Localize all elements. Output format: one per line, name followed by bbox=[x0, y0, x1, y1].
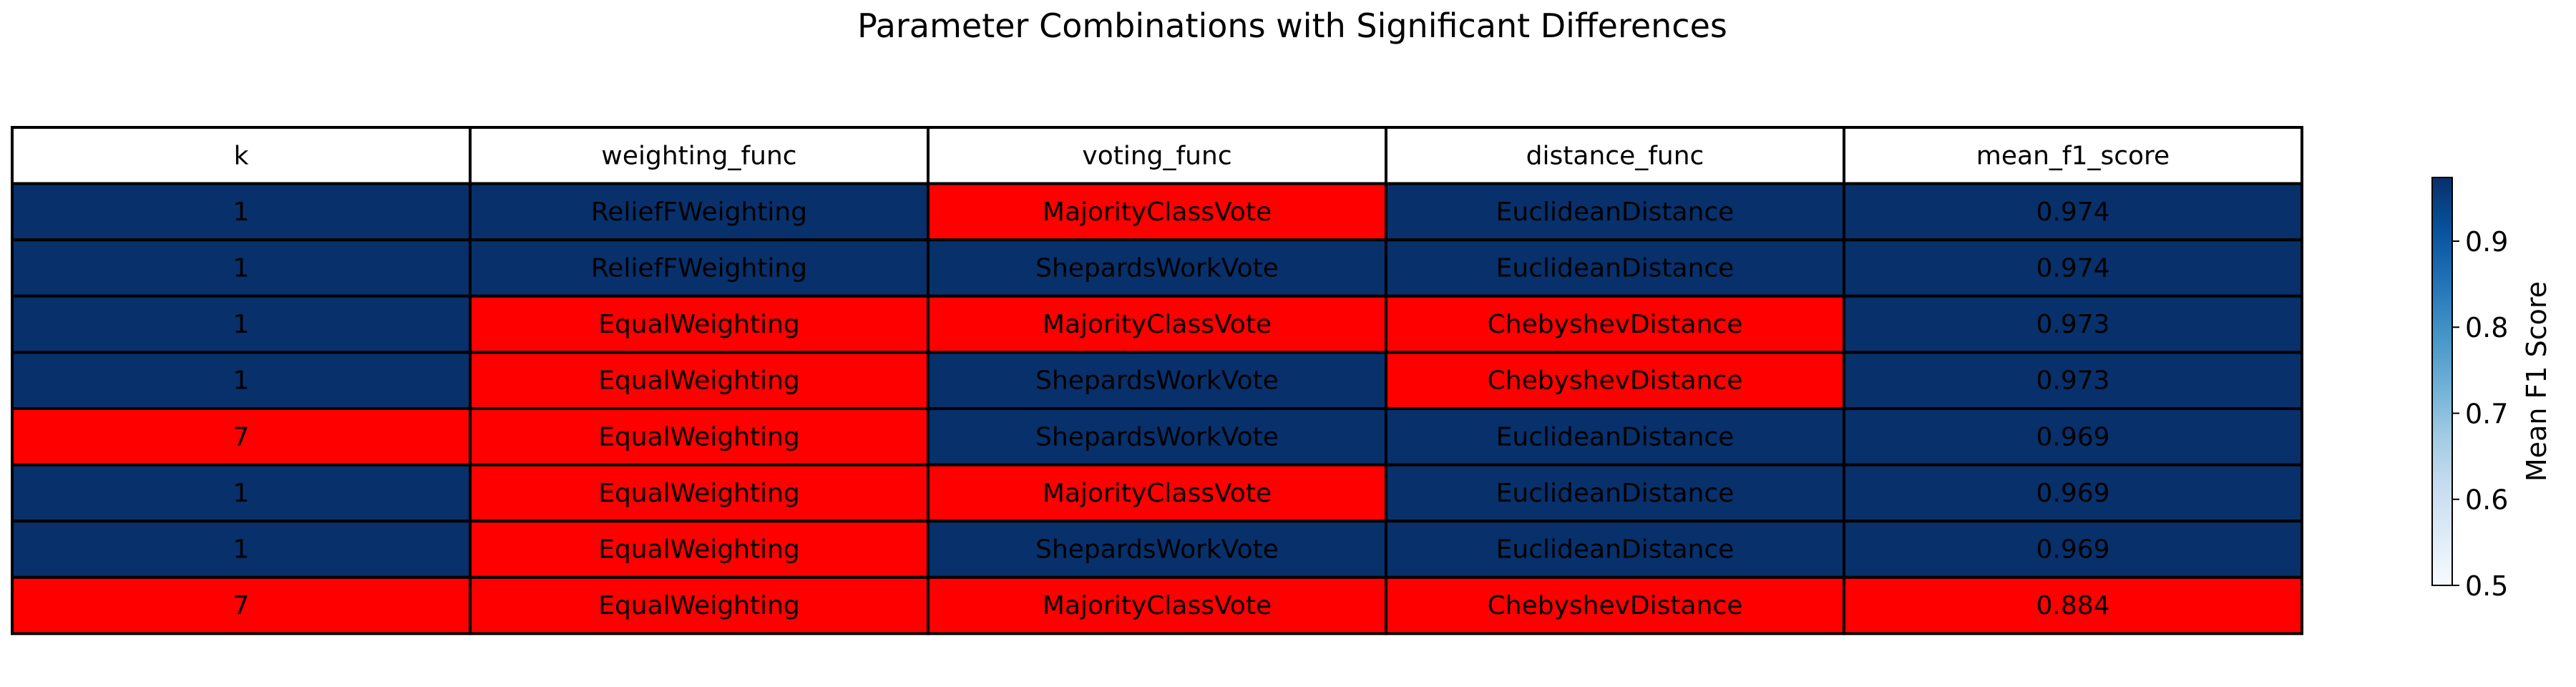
cell-text-voting-func: MajorityClassVote bbox=[1043, 310, 1272, 339]
cell-text-distance-func: EuclideanDistance bbox=[1496, 422, 1735, 452]
column-header-weighting-func: weighting_func bbox=[601, 141, 796, 170]
colorbar-tick-label: 0.9 bbox=[2465, 226, 2508, 258]
table-cell bbox=[1843, 182, 2303, 242]
header-cell bbox=[469, 126, 930, 185]
cell-text-distance-func: EuclideanDistance bbox=[1496, 254, 1735, 283]
data-table: k weighting_func voting_func distance_func m… bbox=[11, 126, 2303, 635]
table-cell-highlighted bbox=[11, 575, 472, 635]
table-row: 1 ReliefFWeighting MajorityClassVote Euclid… bbox=[11, 182, 2303, 242]
cell-text-weighting-func: EqualWeighting bbox=[598, 366, 800, 396]
cell-text-weighting-func: EqualWeighting bbox=[598, 535, 800, 565]
cell-text-mean-f1-score: 0.974 bbox=[2036, 198, 2109, 227]
table-cell bbox=[927, 351, 1387, 410]
cell-text-k: 1 bbox=[233, 198, 250, 227]
cell-text-voting-func: ShepardsWorkVote bbox=[1035, 254, 1279, 283]
table-cell-highlighted bbox=[927, 294, 1387, 354]
table-cell bbox=[11, 294, 472, 354]
column-header-voting-func: voting_func bbox=[1082, 141, 1231, 170]
colorbar: 0.5 0.6 0.7 0.8 0.9 Mean F1 Score bbox=[2431, 177, 2552, 602]
colorbar-tick-label: 0.7 bbox=[2465, 398, 2508, 429]
cell-text-distance-func: EuclideanDistance bbox=[1496, 479, 1735, 508]
table-cell bbox=[11, 182, 472, 242]
column-header-k: k bbox=[234, 141, 249, 170]
table-cell-highlighted bbox=[1385, 294, 1845, 354]
table-cell bbox=[927, 407, 1387, 467]
table-cell bbox=[1385, 238, 1845, 298]
cell-text-weighting-func: ReliefFWeighting bbox=[591, 198, 807, 227]
table-cell-highlighted bbox=[469, 351, 930, 410]
cell-text-mean-f1-score: 0.969 bbox=[2036, 535, 2109, 565]
cell-text-voting-func: ShepardsWorkVote bbox=[1035, 366, 1279, 396]
cell-text-mean-f1-score: 0.969 bbox=[2036, 422, 2109, 452]
cell-text-k: 1 bbox=[233, 254, 250, 283]
table-row: 7 EqualWeighting MajorityClassVote Chebyshe… bbox=[11, 575, 2303, 635]
table-cell bbox=[1385, 407, 1845, 467]
cell-text-k: 7 bbox=[233, 422, 250, 452]
table-cell-highlighted bbox=[927, 182, 1387, 242]
column-header-mean-f1-score: mean_f1_score bbox=[1976, 141, 2170, 170]
colorbar-tick-label: 0.6 bbox=[2465, 484, 2508, 516]
colorbar-tick-label: 0.5 bbox=[2465, 570, 2508, 602]
table-cell-highlighted bbox=[469, 294, 930, 354]
cell-text-weighting-func: EqualWeighting bbox=[598, 479, 800, 508]
cell-text-mean-f1-score: 0.974 bbox=[2036, 254, 2109, 283]
table-cell bbox=[1843, 294, 2303, 354]
table-cell bbox=[1843, 407, 2303, 467]
cell-text-distance-func: ChebyshevDistance bbox=[1488, 591, 1743, 620]
cell-text-weighting-func: EqualWeighting bbox=[598, 310, 800, 339]
cell-text-voting-func: MajorityClassVote bbox=[1043, 198, 1272, 227]
cell-text-distance-func: ChebyshevDistance bbox=[1488, 366, 1743, 396]
table-header-row: k weighting_func voting_func distance_func m… bbox=[11, 126, 2303, 185]
table-cell-highlighted bbox=[1843, 575, 2303, 635]
cell-text-voting-func: ShepardsWorkVote bbox=[1035, 535, 1279, 565]
colorbar-gradient bbox=[2431, 177, 2453, 586]
table-row: 1 EqualWeighting MajorityClassVote Euclidea… bbox=[11, 463, 2303, 523]
cell-text-distance-func: EuclideanDistance bbox=[1496, 198, 1735, 227]
table-cell bbox=[11, 463, 472, 523]
table-cell bbox=[11, 520, 472, 579]
cell-text-weighting-func: ReliefFWeighting bbox=[591, 254, 807, 283]
cell-text-weighting-func: EqualWeighting bbox=[598, 422, 800, 452]
cell-text-k: 1 bbox=[233, 535, 250, 565]
cell-text-mean-f1-score: 0.884 bbox=[2036, 591, 2109, 620]
cell-text-mean-f1-score: 0.973 bbox=[2036, 366, 2109, 396]
table-cell-highlighted bbox=[469, 407, 930, 467]
cell-text-distance-func: EuclideanDistance bbox=[1496, 535, 1735, 565]
table-cell-highlighted bbox=[469, 520, 930, 579]
cell-text-k: 1 bbox=[233, 479, 250, 508]
cell-text-mean-f1-score: 0.973 bbox=[2036, 310, 2109, 339]
chart-title: Parameter Combinations with Significant … bbox=[857, 6, 1727, 45]
cell-text-voting-func: MajorityClassVote bbox=[1043, 479, 1272, 508]
table-row: 1 EqualWeighting MajorityClassVote Chebyshe… bbox=[11, 294, 2303, 354]
table-cell bbox=[469, 238, 930, 298]
cell-text-k: 7 bbox=[233, 591, 250, 620]
cell-text-k: 1 bbox=[233, 310, 250, 339]
colorbar-label: Mean F1 Score bbox=[2521, 281, 2552, 482]
header-cell bbox=[11, 126, 472, 185]
cell-text-mean-f1-score: 0.969 bbox=[2036, 479, 2109, 508]
table-cell bbox=[11, 351, 472, 410]
colorbar-tick-label: 0.8 bbox=[2465, 312, 2508, 344]
table-row: 7 EqualWeighting ShepardsWorkVote Euclidean… bbox=[11, 407, 2303, 467]
cell-text-weighting-func: EqualWeighting bbox=[598, 591, 800, 620]
column-header-distance-func: distance_func bbox=[1526, 141, 1704, 170]
table-cell-highlighted bbox=[469, 575, 930, 635]
cell-text-distance-func: ChebyshevDistance bbox=[1488, 310, 1743, 339]
cell-text-voting-func: ShepardsWorkVote bbox=[1035, 422, 1279, 452]
table-row: 1 EqualWeighting ShepardsWorkVote Euclidean… bbox=[11, 520, 2303, 579]
table-row: 1 ReliefFWeighting ShepardsWorkVote Euclide… bbox=[11, 238, 2303, 298]
cell-text-k: 1 bbox=[233, 366, 250, 396]
table-row: 1 EqualWeighting ShepardsWorkVote Chebyshev… bbox=[11, 351, 2303, 410]
cell-text-voting-func: MajorityClassVote bbox=[1043, 591, 1272, 620]
